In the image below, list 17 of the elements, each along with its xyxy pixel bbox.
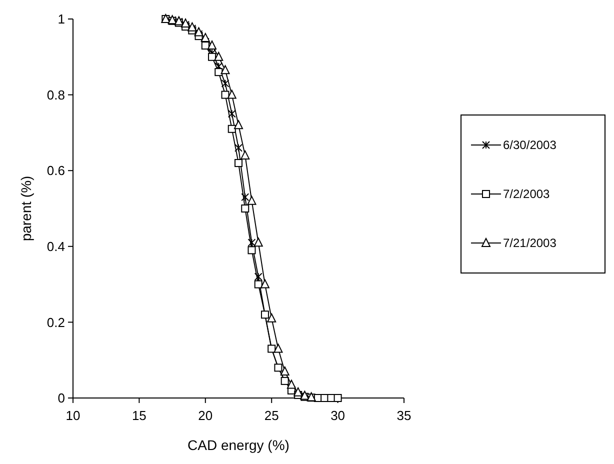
y-tick-label: 0.8 [46,87,65,102]
y-tick-label: 1 [58,12,65,27]
y-tick-label: 0.4 [46,238,65,254]
x-tick-label: 30 [330,408,346,423]
y-axis-title: parent (%) [18,176,34,242]
legend-label: 7/21/2003 [503,236,557,250]
legend-label: 7/2/2003 [503,187,550,202]
x-tick-label: 10 [66,408,80,423]
legend-label: 6/30/2003 [503,138,557,152]
x-tick-label: 35 [396,408,412,423]
x-tick-label: 25 [264,408,279,423]
x-tick-label: 20 [198,408,213,423]
x-tick-label: 15 [132,408,146,423]
y-tick-label: 0.2 [46,314,65,330]
x-axis-title: CAD energy (%) [188,437,290,453]
y-tick-label: 0.6 [46,163,65,178]
y-tick-label: 0 [58,390,65,406]
